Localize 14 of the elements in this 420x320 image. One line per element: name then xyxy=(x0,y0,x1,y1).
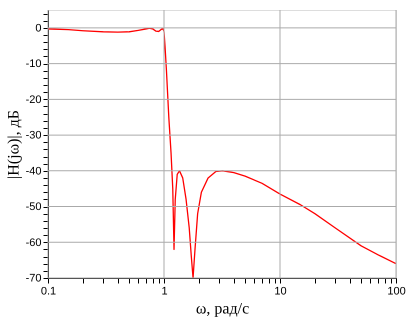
y-tick-label: -10 xyxy=(26,58,42,70)
x-tick-label: 100 xyxy=(387,286,406,298)
x-axis-title: ω, рад/с xyxy=(196,300,250,318)
y-tick-label: 0 xyxy=(35,22,42,34)
x-tick-label: 10 xyxy=(274,286,287,298)
y-tick-label: -20 xyxy=(26,94,42,106)
y-tick-label: -70 xyxy=(26,272,42,284)
y-axis-title: |H(jω)|, дБ xyxy=(6,110,23,179)
y-tick-label: -30 xyxy=(26,130,42,142)
y-tick-label: -60 xyxy=(26,236,42,249)
y-tick-label: -50 xyxy=(26,201,42,214)
x-tick-label: 0.1 xyxy=(40,286,56,298)
x-tick-label: 1 xyxy=(161,286,168,298)
y-tick-label: -40 xyxy=(26,165,42,178)
